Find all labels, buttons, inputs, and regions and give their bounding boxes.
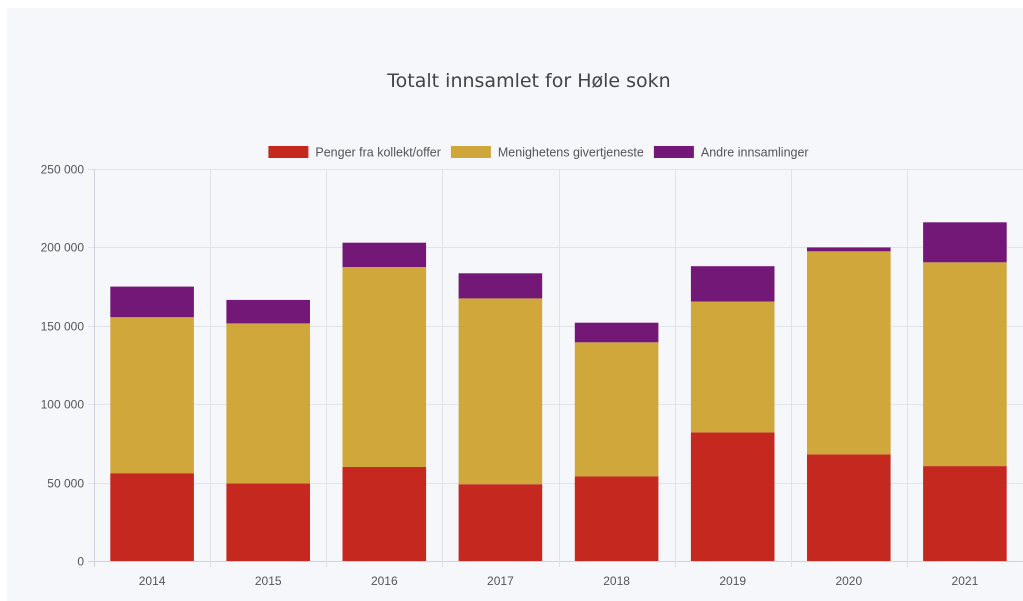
bar-segment-2020-series-2[interactable] [807, 251, 891, 455]
y-tick-label: 150 000 [41, 320, 85, 334]
y-tick-label: 250 000 [41, 163, 85, 177]
bar-segment-2021-series-1[interactable] [923, 466, 1007, 561]
x-tick-label: 2018 [603, 574, 630, 588]
legend-item-2[interactable]: Menighetens givertjeneste [450, 146, 644, 160]
chart-title: Totalt innsamlet for Høle sokn [386, 70, 670, 92]
bar-segment-2019-series-3[interactable] [690, 266, 775, 302]
bars [110, 222, 1007, 561]
legend: Penger fra kollekt/offer Menighetens give… [268, 146, 809, 160]
x-tick-label: 2014 [139, 574, 166, 588]
y-tick-label: 200 000 [41, 241, 85, 255]
legend-item-1[interactable]: Penger fra kollekt/offer [268, 146, 441, 160]
legend-label: Andre innsamlinger [701, 146, 809, 160]
legend-swatch [653, 146, 694, 158]
bar-segment-2020-series-3[interactable] [807, 247, 891, 252]
bar-segment-2018-series-1[interactable] [574, 476, 659, 561]
bar-segment-2021-series-2[interactable] [923, 262, 1007, 467]
bar-segment-2017-series-1[interactable] [458, 484, 543, 561]
legend-item-3[interactable]: Andre innsamlinger [653, 146, 809, 160]
x-tick-label: 2016 [371, 574, 398, 588]
bar-segment-2014-series-2[interactable] [110, 317, 194, 474]
bar-segment-2018-series-2[interactable] [574, 342, 659, 477]
x-tick-label: 2021 [952, 574, 979, 588]
bar-segment-2019-series-1[interactable] [690, 432, 775, 561]
legend-swatch [268, 146, 309, 158]
y-tick-label: 0 [77, 555, 84, 569]
bar-segment-2016-series-2[interactable] [342, 267, 427, 467]
bar-segment-2016-series-1[interactable] [342, 466, 427, 561]
bar-segment-2017-series-3[interactable] [458, 273, 543, 299]
bar-segment-2016-series-3[interactable] [342, 242, 427, 267]
y-axis: 0 50 000 100 000 150 000 200 000 250 000 [41, 163, 85, 569]
x-tick-label: 2015 [255, 574, 282, 588]
x-tick-label: 2017 [487, 574, 514, 588]
bar-segment-2014-series-1[interactable] [110, 473, 194, 561]
x-axis: 2014 2015 2016 2017 2018 2019 2020 2021 [139, 574, 979, 588]
bar-segment-2018-series-3[interactable] [574, 322, 659, 343]
stacked-bar-chart: Totalt innsamlet for Høle sokn Penger fr… [41, 70, 1023, 588]
bar-segment-2020-series-1[interactable] [807, 454, 891, 561]
x-tick-label: 2020 [835, 574, 862, 588]
bar-segment-2015-series-2[interactable] [226, 323, 310, 484]
legend-label: Menighetens givertjeneste [498, 146, 644, 160]
x-tick-label: 2019 [719, 574, 746, 588]
y-tick-label: 100 000 [41, 398, 85, 412]
legend-label: Penger fra kollekt/offer [315, 146, 441, 160]
bar-segment-2019-series-2[interactable] [690, 301, 775, 433]
chart-panel: Totalt innsamlet for Høle sokn Penger fr… [7, 8, 1023, 601]
y-tick-label: 50 000 [47, 477, 84, 491]
bar-segment-2015-series-3[interactable] [226, 299, 310, 324]
bar-segment-2021-series-3[interactable] [923, 222, 1007, 263]
bar-segment-2015-series-1[interactable] [226, 483, 310, 561]
legend-swatch [450, 146, 491, 158]
bar-segment-2017-series-2[interactable] [458, 298, 543, 485]
bar-segment-2014-series-3[interactable] [110, 286, 194, 318]
